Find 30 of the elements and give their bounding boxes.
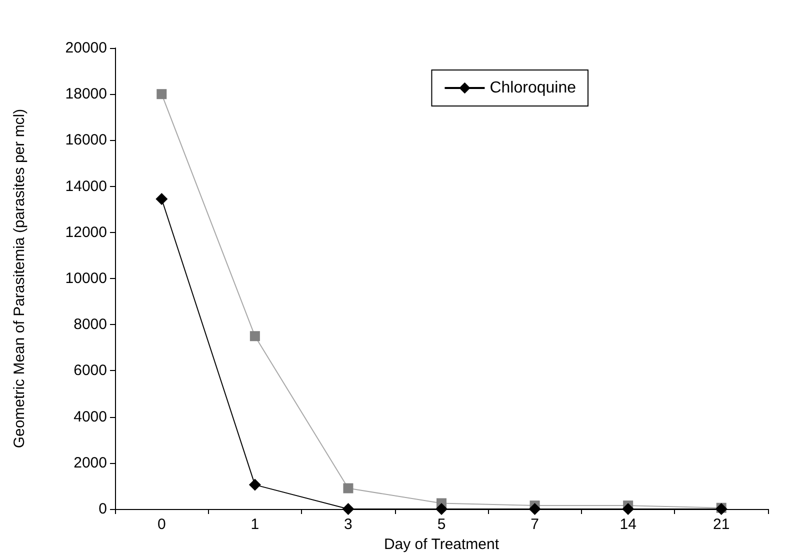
- x-tick-label: 0: [157, 516, 166, 533]
- y-axis-title: Geometric Mean of Parasitemia (parasites per mcl): [11, 108, 28, 448]
- y-tick-label: 6000: [74, 362, 107, 380]
- point: [250, 331, 260, 342]
- y-tick-label: 10000: [65, 270, 107, 287]
- point: [622, 503, 634, 515]
- point: [248, 478, 261, 491]
- y-tick-label: 12000: [65, 224, 107, 241]
- x-tick-label: 14: [620, 516, 636, 533]
- y-tick-label: 16000: [65, 132, 107, 149]
- y-tick-label: 8000: [74, 316, 107, 334]
- x-tick-label: 3: [344, 516, 352, 533]
- legend-label: Chloroquine: [490, 80, 576, 96]
- y-tick-label: 0: [98, 500, 107, 518]
- point: [156, 89, 167, 100]
- y-tick-label: 4000: [74, 408, 107, 426]
- point: [343, 483, 354, 494]
- point: [436, 503, 448, 515]
- x-tick-label: 21: [713, 516, 730, 533]
- point: [342, 503, 354, 515]
- x-tick-label: 1: [250, 516, 260, 533]
- y-tick-label: 20000: [65, 40, 107, 56]
- point: [156, 192, 168, 205]
- x-axis-title: Day of Treatment: [384, 536, 500, 553]
- point: [528, 503, 541, 515]
- x-tick-label: 5: [437, 516, 446, 533]
- y-tick-label: 18000: [65, 86, 107, 103]
- x-tick-label: 7: [530, 516, 539, 533]
- y-tick-label: 2000: [74, 454, 107, 472]
- y-tick-label: 14000: [65, 178, 107, 195]
